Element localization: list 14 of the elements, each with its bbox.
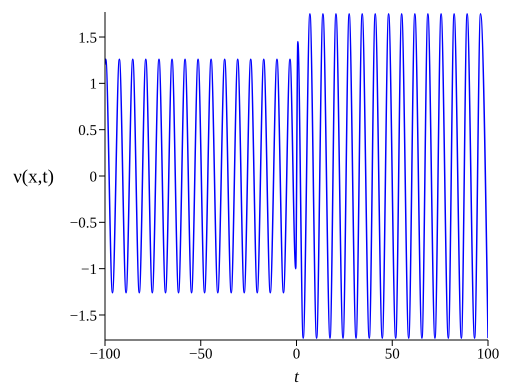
y-tick-label: 1.5 <box>78 30 97 46</box>
x-tick-label: 100 <box>476 346 500 363</box>
y-tick-label: 0 <box>90 169 97 186</box>
y-tick-label: −1 <box>81 262 97 278</box>
x-tick-label: 0 <box>292 346 300 363</box>
x-tick-label: 50 <box>384 346 400 363</box>
y-tick-label: −1.5 <box>70 308 97 324</box>
x-tick-label: −100 <box>90 346 120 363</box>
y-axis-title: ν(x,t) <box>13 166 54 188</box>
x-tick-label: −50 <box>189 346 212 363</box>
x-axis-title: t <box>294 367 300 386</box>
y-tick-label: 1 <box>90 76 97 93</box>
y-tick-label: 0.5 <box>78 122 97 139</box>
y-tick-label: −0.5 <box>70 216 97 232</box>
